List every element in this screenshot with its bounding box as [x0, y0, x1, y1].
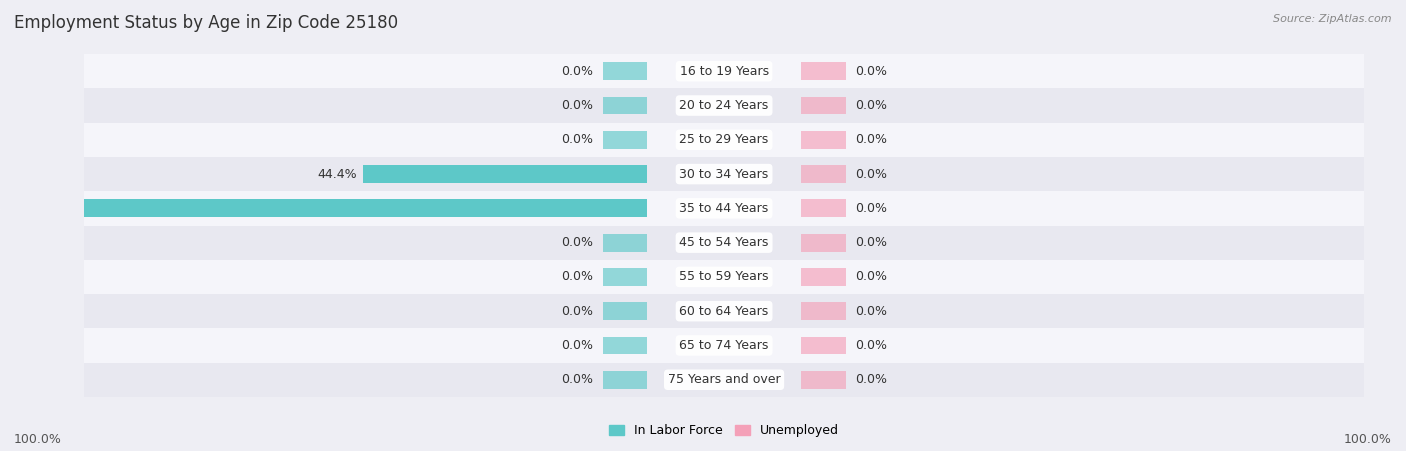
Bar	[801, 62, 845, 80]
Text: 44.4%: 44.4%	[318, 168, 357, 180]
Text: Source: ZipAtlas.com: Source: ZipAtlas.com	[1274, 14, 1392, 23]
Bar	[801, 165, 845, 183]
Bar	[84, 226, 1364, 260]
Text: 0.0%: 0.0%	[561, 65, 593, 78]
Bar	[801, 371, 845, 389]
Text: 65 to 74 Years: 65 to 74 Years	[679, 339, 769, 352]
Bar	[603, 97, 647, 115]
Text: 0.0%: 0.0%	[561, 271, 593, 283]
Text: 25 to 29 Years: 25 to 29 Years	[679, 133, 769, 146]
Bar	[84, 294, 1364, 328]
Text: 0.0%: 0.0%	[561, 305, 593, 318]
Text: 0.0%: 0.0%	[561, 339, 593, 352]
Bar	[84, 157, 1364, 191]
Bar	[84, 363, 1364, 397]
Text: 100.0%: 100.0%	[14, 433, 62, 446]
Text: 16 to 19 Years: 16 to 19 Years	[679, 65, 769, 78]
Bar	[7, 199, 647, 217]
Text: 20 to 24 Years: 20 to 24 Years	[679, 99, 769, 112]
Bar	[603, 336, 647, 354]
Bar	[603, 371, 647, 389]
Bar	[801, 234, 845, 252]
Bar	[84, 123, 1364, 157]
Bar	[603, 234, 647, 252]
Bar	[801, 199, 845, 217]
Text: 0.0%: 0.0%	[855, 99, 887, 112]
Bar	[363, 165, 647, 183]
Text: 45 to 54 Years: 45 to 54 Years	[679, 236, 769, 249]
Text: 0.0%: 0.0%	[855, 339, 887, 352]
Bar	[801, 302, 845, 320]
Text: 35 to 44 Years: 35 to 44 Years	[679, 202, 769, 215]
Bar	[84, 88, 1364, 123]
Text: 0.0%: 0.0%	[855, 133, 887, 146]
Text: 100.0%: 100.0%	[1344, 433, 1392, 446]
Text: 60 to 64 Years: 60 to 64 Years	[679, 305, 769, 318]
Text: 0.0%: 0.0%	[855, 168, 887, 180]
Bar	[603, 268, 647, 286]
Text: 30 to 34 Years: 30 to 34 Years	[679, 168, 769, 180]
Text: 75 Years and over: 75 Years and over	[668, 373, 780, 386]
Text: 0.0%: 0.0%	[561, 99, 593, 112]
Bar	[801, 336, 845, 354]
Text: 55 to 59 Years: 55 to 59 Years	[679, 271, 769, 283]
Bar	[603, 62, 647, 80]
Bar	[84, 328, 1364, 363]
Bar	[801, 131, 845, 149]
Bar	[84, 260, 1364, 294]
Text: Employment Status by Age in Zip Code 25180: Employment Status by Age in Zip Code 251…	[14, 14, 398, 32]
Bar	[801, 268, 845, 286]
Text: 0.0%: 0.0%	[561, 133, 593, 146]
Bar	[84, 54, 1364, 88]
Text: 0.0%: 0.0%	[561, 373, 593, 386]
Bar	[84, 191, 1364, 226]
Text: 0.0%: 0.0%	[855, 65, 887, 78]
Bar	[603, 131, 647, 149]
Text: 0.0%: 0.0%	[855, 202, 887, 215]
Bar	[603, 302, 647, 320]
Bar	[801, 97, 845, 115]
Text: 0.0%: 0.0%	[855, 373, 887, 386]
Text: 0.0%: 0.0%	[855, 271, 887, 283]
Text: 0.0%: 0.0%	[855, 305, 887, 318]
Legend: In Labor Force, Unemployed: In Labor Force, Unemployed	[605, 419, 844, 442]
Text: 0.0%: 0.0%	[855, 236, 887, 249]
Text: 0.0%: 0.0%	[561, 236, 593, 249]
